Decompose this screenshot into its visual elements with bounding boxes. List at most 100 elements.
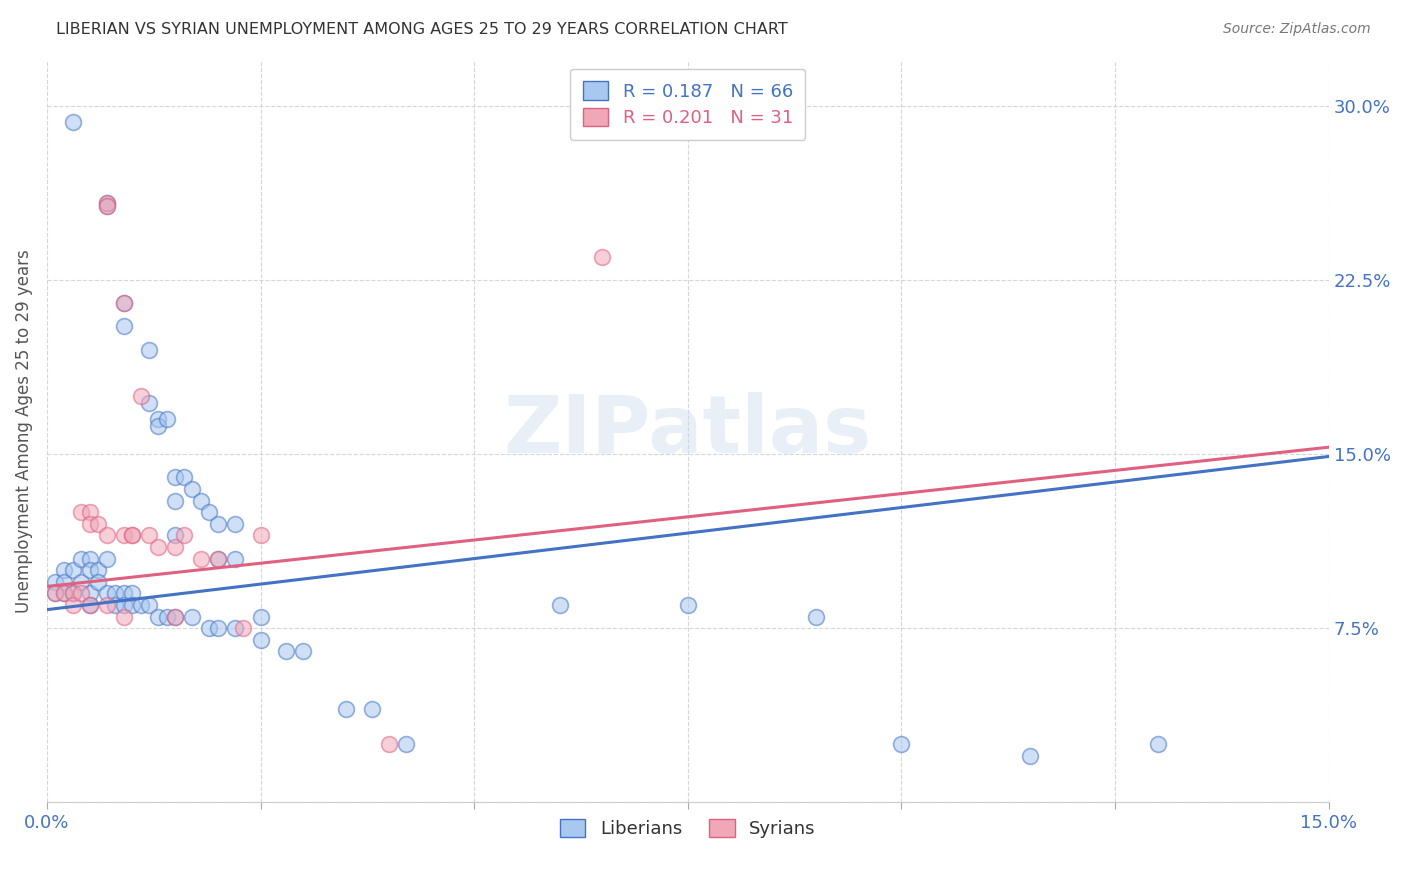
Point: [112, 528, 135, 542]
Point: [70, 505, 93, 519]
Point: [138, 598, 160, 612]
Point: [173, 528, 195, 542]
Text: ZIPatlas: ZIPatlas: [503, 392, 872, 470]
Legend: Liberians, Syrians: Liberians, Syrians: [553, 812, 823, 846]
Y-axis label: Unemployment Among Ages 25 to 29 years: Unemployment Among Ages 25 to 29 years: [15, 249, 32, 613]
Point: [96, 528, 118, 542]
Point: [53, 563, 76, 577]
Point: [70, 586, 93, 600]
Point: [395, 737, 418, 751]
Text: Source: ZipAtlas.com: Source: ZipAtlas.com: [1223, 22, 1371, 37]
Point: [79, 505, 101, 519]
Point: [53, 574, 76, 589]
Point: [79, 551, 101, 566]
Point: [181, 609, 204, 624]
Point: [112, 598, 135, 612]
Point: [96, 586, 118, 600]
Point: [207, 621, 229, 635]
Point: [112, 319, 135, 334]
Point: [121, 598, 143, 612]
Point: [591, 250, 613, 264]
Point: [96, 196, 118, 211]
Point: [890, 737, 912, 751]
Point: [62, 586, 84, 600]
Point: [676, 598, 699, 612]
Point: [173, 470, 195, 484]
Point: [207, 516, 229, 531]
Point: [224, 551, 246, 566]
Point: [112, 296, 135, 310]
Point: [146, 419, 169, 434]
Point: [79, 598, 101, 612]
Point: [96, 199, 118, 213]
Point: [96, 196, 118, 211]
Point: [165, 493, 187, 508]
Point: [165, 609, 187, 624]
Point: [104, 598, 127, 612]
Point: [79, 563, 101, 577]
Point: [1018, 748, 1040, 763]
Point: [138, 396, 160, 410]
Point: [224, 516, 246, 531]
Point: [96, 598, 118, 612]
Point: [249, 632, 271, 647]
Point: [165, 540, 187, 554]
Point: [804, 609, 827, 624]
Point: [96, 551, 118, 566]
Point: [146, 609, 169, 624]
Point: [53, 586, 76, 600]
Point: [198, 621, 221, 635]
Point: [276, 644, 298, 658]
Point: [190, 551, 212, 566]
Point: [190, 493, 212, 508]
Point: [87, 516, 110, 531]
Point: [249, 609, 271, 624]
Point: [548, 598, 571, 612]
Point: [1147, 737, 1170, 751]
Point: [198, 505, 221, 519]
Point: [377, 737, 399, 751]
Point: [96, 199, 118, 213]
Point: [165, 470, 187, 484]
Point: [112, 296, 135, 310]
Point: [112, 586, 135, 600]
Point: [62, 586, 84, 600]
Point: [232, 621, 254, 635]
Point: [138, 343, 160, 357]
Point: [44, 574, 66, 589]
Point: [129, 598, 152, 612]
Point: [335, 702, 357, 716]
Point: [87, 563, 110, 577]
Point: [138, 528, 160, 542]
Point: [62, 115, 84, 129]
Point: [181, 482, 204, 496]
Point: [104, 586, 127, 600]
Point: [207, 551, 229, 566]
Point: [79, 586, 101, 600]
Point: [121, 528, 143, 542]
Point: [155, 412, 177, 426]
Text: LIBERIAN VS SYRIAN UNEMPLOYMENT AMONG AGES 25 TO 29 YEARS CORRELATION CHART: LIBERIAN VS SYRIAN UNEMPLOYMENT AMONG AG…: [56, 22, 787, 37]
Point: [87, 574, 110, 589]
Point: [249, 528, 271, 542]
Point: [146, 412, 169, 426]
Point: [62, 563, 84, 577]
Point: [70, 551, 93, 566]
Point: [112, 609, 135, 624]
Point: [44, 586, 66, 600]
Point: [44, 586, 66, 600]
Point: [79, 516, 101, 531]
Point: [146, 540, 169, 554]
Point: [155, 609, 177, 624]
Point: [62, 598, 84, 612]
Point: [53, 586, 76, 600]
Point: [360, 702, 382, 716]
Point: [121, 528, 143, 542]
Point: [165, 528, 187, 542]
Point: [70, 574, 93, 589]
Point: [224, 621, 246, 635]
Point: [129, 389, 152, 403]
Point: [165, 609, 187, 624]
Point: [292, 644, 315, 658]
Point: [79, 598, 101, 612]
